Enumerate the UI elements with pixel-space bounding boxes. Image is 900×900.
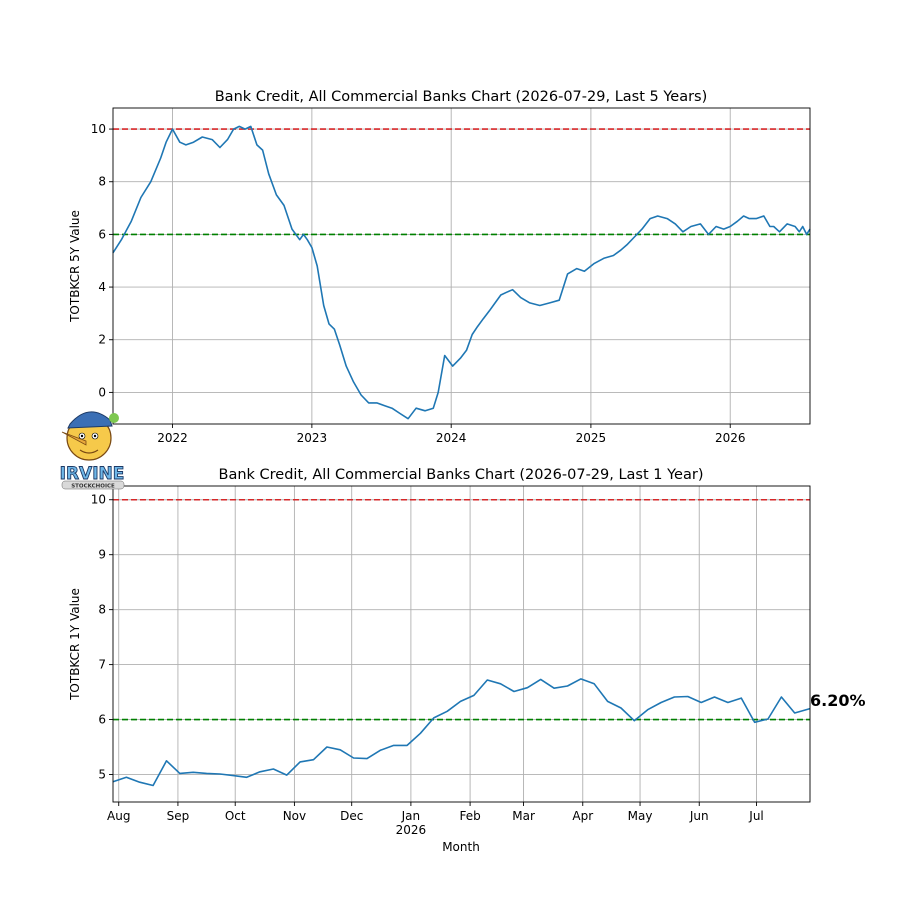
x-tick-label: Feb: [459, 809, 480, 823]
chart-1y-xlabel: Month: [442, 840, 480, 854]
chart-5y-y-ticks: 0 2 4 6 8 10: [91, 122, 113, 399]
irvine-stockchoice-logo: IRVINE STOCKCHOICE: [59, 411, 125, 490]
x-tick-label: Mar: [512, 809, 535, 823]
x-tick-label: Oct: [225, 809, 246, 823]
logo-subtitle: STOCKCHOICE: [71, 484, 115, 490]
y-tick-label: 10: [91, 122, 106, 136]
x-tick-label: Apr: [572, 809, 593, 823]
x-tick-label: 2022: [157, 431, 188, 445]
chart-5y-reference-lines: [113, 128, 810, 236]
chart-5y-series-line: [112, 125, 811, 420]
y-tick-label: 8: [98, 175, 106, 189]
chart-1y-ylabel: TOTBKCR 1Y Value: [68, 588, 82, 701]
chart-1y-grid: [113, 486, 810, 802]
chart-1y-y-ticks: 5 6 7 8 9 10: [91, 493, 113, 782]
x-tick-sublabel: 2026: [396, 823, 427, 837]
logo-hat-icon: [67, 411, 113, 429]
y-tick-label: 10: [91, 493, 106, 507]
y-tick-label: 7: [98, 658, 106, 672]
y-tick-label: 6: [98, 713, 106, 727]
chart-1y-plot-frame: [112, 485, 811, 803]
x-tick-label: Aug: [107, 809, 130, 823]
logo-nose-icon: [61, 431, 87, 446]
y-tick-label: 0: [98, 385, 106, 399]
last-value-annotation: 6.20%: [810, 691, 866, 710]
y-tick-label: 4: [98, 280, 106, 294]
chart-5y-title: Bank Credit, All Commercial Banks Chart …: [215, 89, 708, 105]
y-tick-label: 2: [98, 333, 106, 347]
x-tick-label: Jun: [689, 809, 709, 823]
chart-1y: Bank Credit, All Commercial Banks Chart …: [68, 467, 866, 854]
x-tick-label: 2023: [297, 431, 328, 445]
chart-5y-ylabel: TOTBKCR 5Y Value: [68, 210, 82, 323]
chart-5y-grid: [113, 108, 810, 424]
chart-5y-x-ticks: 2022 2023 2024 2025 2026: [157, 424, 745, 445]
x-tick-label: Dec: [340, 809, 363, 823]
chart-1y-title: Bank Credit, All Commercial Banks Chart …: [219, 467, 704, 483]
logo-wordmark: IRVINE: [60, 464, 125, 484]
x-tick-label: May: [628, 809, 653, 823]
x-tick-label: Jul: [748, 809, 763, 823]
chart-1y-reference-lines: [113, 498, 810, 721]
y-tick-label: 9: [98, 548, 106, 562]
x-tick-label: Nov: [283, 809, 306, 823]
chart-1y-series-line: [112, 678, 811, 787]
y-tick-label: 6: [98, 227, 106, 241]
x-tick-label: Jan: [401, 809, 421, 823]
x-tick-label: Sep: [167, 809, 190, 823]
chart-5y: Bank Credit, All Commercial Banks Chart …: [68, 89, 811, 445]
y-tick-label: 8: [98, 603, 106, 617]
x-tick-label: 2024: [436, 431, 467, 445]
x-tick-label: 2025: [576, 431, 607, 445]
x-tick-label: 2026: [715, 431, 746, 445]
y-tick-label: 5: [98, 768, 106, 782]
logo-feather-icon: [109, 413, 119, 423]
chart-5y-plot-frame: [112, 107, 811, 425]
